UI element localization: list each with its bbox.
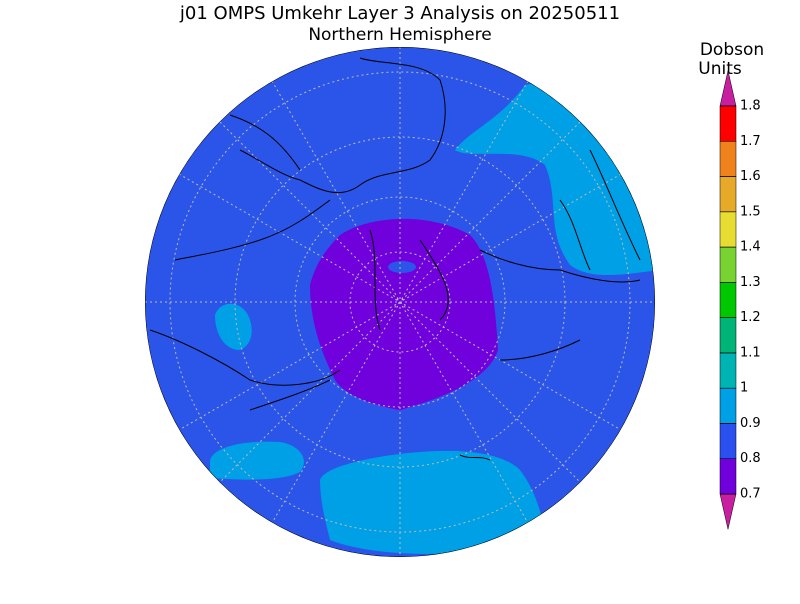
colorbar-bin [719,423,737,459]
colorbar-tick-label: 1.5 [740,204,761,219]
colorbar-bin [719,317,737,354]
colorbar-tick-label: 1.7 [740,134,761,149]
colorbar-tick-label: 1.3 [740,275,761,290]
colorbar-bin [719,105,737,142]
contour-region [210,441,304,480]
units-label: Units [698,59,742,79]
grid-meridians [145,47,655,557]
colorbar-bin [719,458,737,495]
title: j01 OMPS Umkehr Layer 3 Analysis on 2025… [179,3,620,24]
contour-region [388,261,416,273]
colorbar-under [719,493,737,530]
colorbar-tick-label: 0.8 [740,451,761,466]
colorbar-bin [719,246,737,283]
colorbar-tick-label: 1 [740,381,748,396]
colorbar-tick-label: 1.4 [740,240,761,255]
colorbar-bin [719,211,737,248]
colorbar-tick-label: 0.9 [740,416,761,431]
colorbar-bin [719,387,737,424]
colorbar: 0.7 0.8 0.9 1 1.1 1.2 1.3 1.4 1.5 1.6 1.7 1.8 [719,70,761,530]
contour-region [320,450,545,554]
colorbar-tick-label: 1.8 [740,99,761,114]
subtitle: Northern Hemisphere [308,25,491,45]
colorbar-bin [719,176,737,213]
contour-region [310,218,498,410]
colorbar-bin [719,352,737,389]
contour-region [215,303,252,350]
units-label: Dobson [700,40,764,60]
colorbar-tick-label: 1.2 [740,310,761,325]
colorbar-tick-label: 1.1 [740,345,761,360]
colorbar-bin [719,141,737,177]
map [145,47,655,557]
colorbar-tick-label: 0.7 [740,487,761,502]
colorbar-bin [719,282,737,318]
colorbar-tick-label: 1.6 [740,169,761,184]
